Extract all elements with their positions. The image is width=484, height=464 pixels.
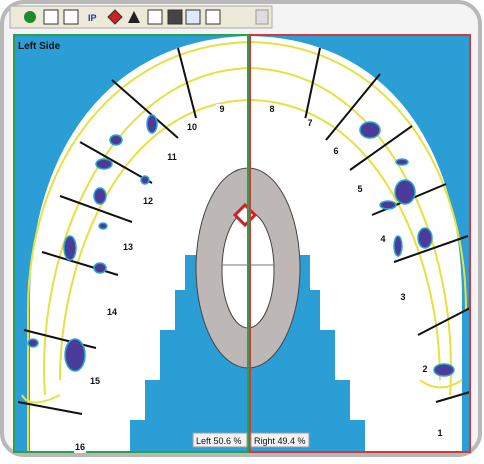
tooth-label-bg	[166, 152, 178, 163]
tooth-number: 7	[307, 118, 312, 128]
tooth-number: 16	[75, 442, 85, 452]
tool-button[interactable]	[205, 9, 221, 25]
tooth-label-bg	[397, 292, 409, 303]
tooth-dividers	[17, 47, 471, 415]
tooth-number: 11	[167, 152, 177, 162]
tool-button[interactable]	[107, 9, 123, 25]
tool-button[interactable]	[147, 9, 163, 25]
tooth-label-bg	[304, 118, 316, 129]
tool-button[interactable]	[185, 9, 201, 25]
arch-view: Left Side	[13, 34, 471, 453]
left-force: Left 50.6 %	[196, 436, 242, 446]
tool-button[interactable]	[167, 9, 183, 25]
view-title: Left Side	[18, 41, 61, 52]
tooth-number: 10	[187, 122, 197, 132]
toolbar: IP	[9, 5, 273, 29]
tooth-label-bg	[419, 364, 431, 375]
tooth-number: 14	[107, 307, 117, 317]
tooth-number: 3	[400, 292, 405, 302]
tooth-label-bg	[89, 376, 101, 387]
tooth-label-bg	[434, 428, 446, 439]
tooth-number: 8	[269, 104, 274, 114]
tooth-label-bg	[354, 184, 366, 195]
right-panel	[249, 34, 471, 453]
tool-button[interactable]: IP	[88, 13, 97, 23]
tool-button[interactable]	[63, 9, 79, 25]
tooth-label-bg	[106, 307, 118, 318]
left-force-box	[192, 432, 248, 448]
contacts	[27, 114, 455, 377]
tooth-label-bg	[142, 196, 154, 207]
tool-button[interactable]	[128, 11, 140, 23]
tooth-number: 4	[380, 234, 385, 244]
tooth-label-bg	[266, 104, 278, 115]
background	[14, 300, 22, 452]
tooth-label-bg	[216, 104, 228, 115]
tooth-number: 5	[357, 184, 362, 194]
tooth-number: 12	[143, 196, 153, 206]
right-force-box	[250, 432, 310, 448]
tooth-number: 6	[333, 146, 338, 156]
tooth-number: 1	[437, 428, 442, 438]
tooth-label-bg	[377, 234, 389, 245]
tool-button[interactable]	[43, 9, 59, 25]
tool-button[interactable]	[255, 9, 269, 25]
tooth-label-bg	[186, 122, 198, 133]
tooth-label-bg	[122, 242, 134, 253]
tooth-label-bg	[330, 146, 342, 157]
curve	[419, 379, 463, 389]
tooth-number: 15	[90, 376, 100, 386]
left-panel	[13, 34, 249, 453]
tooth-number: 13	[123, 242, 133, 252]
tooth-number: 2	[422, 364, 427, 374]
tool-button[interactable]	[24, 11, 36, 23]
tooth-label-bg	[74, 442, 86, 453]
curve	[21, 394, 61, 404]
tooth-number: 9	[219, 104, 224, 114]
right-force: Right 49.4 %	[254, 436, 306, 446]
